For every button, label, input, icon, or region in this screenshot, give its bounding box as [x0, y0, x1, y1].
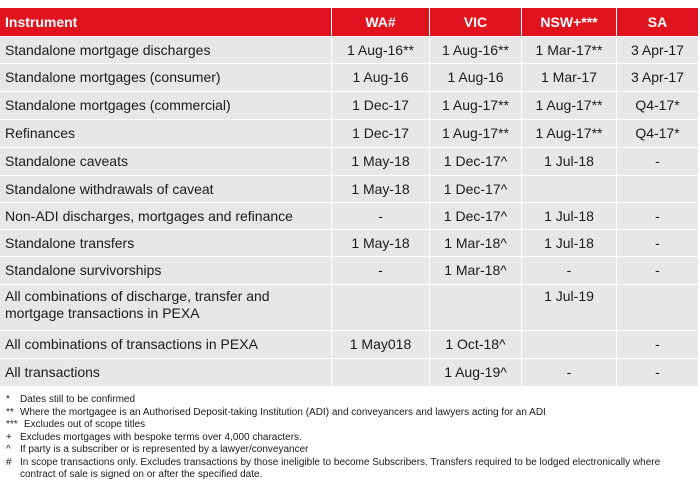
- table-row: All combinations of transactions in PEXA…: [0, 330, 698, 358]
- wa-cell: 1 May018: [332, 330, 430, 358]
- vic-cell: 1 Mar-18^: [430, 229, 522, 256]
- instrument-cell: Standalone mortgages (consumer): [0, 63, 332, 91]
- table-row: Standalone survivorships - 1 Mar-18^ - -: [0, 256, 698, 284]
- wa-cell: 1 May-18: [332, 147, 430, 175]
- sa-cell: -: [617, 256, 698, 284]
- footnote-symbol: +: [6, 431, 12, 443]
- footnote-text: Excludes mortgages with bespoke terms ov…: [20, 431, 302, 443]
- vic-cell: [430, 284, 522, 330]
- footnote: * Dates still to be confirmed: [6, 394, 696, 407]
- header-nsw: NSW+***: [522, 8, 617, 36]
- vic-cell: 1 Dec-17^: [430, 202, 522, 229]
- vic-cell: 1 Aug-19^: [430, 358, 522, 386]
- header-wa: WA#: [332, 8, 430, 36]
- vic-cell: 1 Aug-17**: [430, 119, 522, 147]
- vic-cell: 1 Aug-16: [430, 63, 522, 91]
- vic-cell: 1 Aug-17**: [430, 91, 522, 119]
- wa-cell: 1 Dec-17: [332, 119, 430, 147]
- nsw-cell: -: [522, 256, 617, 284]
- wa-cell: 1 Aug-16: [332, 63, 430, 91]
- sa-cell: -: [617, 330, 698, 358]
- footnote: *** Excludes out of scope titles: [6, 419, 696, 432]
- footnote: ^ If party is a subscriber or is represe…: [6, 444, 696, 457]
- sa-cell: -: [617, 229, 698, 256]
- table-row: Standalone mortgages (commercial) 1 Dec-…: [0, 91, 698, 119]
- table-row: Standalone mortgage discharges 1 Aug-16*…: [0, 36, 698, 63]
- header-instrument: Instrument: [0, 8, 332, 36]
- instrument-cell: Standalone mortgage discharges: [0, 36, 332, 63]
- sa-cell: -: [617, 358, 698, 386]
- footnote-symbol: ^: [6, 444, 11, 455]
- instrument-cell: Standalone survivorships: [0, 256, 332, 284]
- table-row: Standalone caveats 1 May-18 1 Dec-17^ 1 …: [0, 147, 698, 175]
- vic-cell: 1 Dec-17^: [430, 175, 522, 202]
- wa-cell: [332, 358, 430, 386]
- footnote: # In scope transactions only. Excludes t…: [6, 457, 696, 482]
- instrument-cell: Standalone caveats: [0, 147, 332, 175]
- nsw-cell: 1 Mar-17**: [522, 36, 617, 63]
- table-row: Standalone transfers 1 May-18 1 Mar-18^ …: [0, 229, 698, 256]
- sa-cell: [617, 284, 698, 330]
- table-row: Standalone withdrawals of caveat 1 May-1…: [0, 175, 698, 202]
- instrument-cell: All combinations of discharge, transfer …: [0, 284, 332, 330]
- vic-cell: 1 Oct-18^: [430, 330, 522, 358]
- wa-cell: [332, 284, 430, 330]
- sa-cell: [617, 175, 698, 202]
- sa-cell: Q4-17*: [617, 119, 698, 147]
- sa-cell: -: [617, 202, 698, 229]
- wa-cell: 1 May-18: [332, 175, 430, 202]
- nsw-cell: -: [522, 358, 617, 386]
- sa-cell: -: [617, 147, 698, 175]
- sa-cell: Q4-17*: [617, 91, 698, 119]
- table-row: Standalone mortgages (consumer) 1 Aug-16…: [0, 63, 698, 91]
- table-row: All transactions 1 Aug-19^ - -: [0, 358, 698, 386]
- nsw-cell: 1 Jul-18: [522, 202, 617, 229]
- nsw-cell: [522, 330, 617, 358]
- footnote: ** Where the mortgagee is an Authorised …: [6, 407, 696, 420]
- wa-cell: 1 May-18: [332, 229, 430, 256]
- nsw-cell: 1 Aug-17**: [522, 119, 617, 147]
- footnote-symbol: ***: [6, 419, 18, 430]
- footnote: + Excludes mortgages with bespoke terms …: [6, 432, 696, 445]
- nsw-cell: [522, 175, 617, 202]
- sa-cell: 3 Apr-17: [617, 63, 698, 91]
- instrument-cell: Standalone mortgages (commercial): [0, 91, 332, 119]
- footnote-text: Where the mortgagee is an Authorised Dep…: [20, 406, 546, 418]
- vic-cell: 1 Dec-17^: [430, 147, 522, 175]
- instrument-cell: All combinations of transactions in PEXA: [0, 330, 332, 358]
- footnote-symbol: **: [6, 406, 14, 418]
- nsw-cell: 1 Jul-18: [522, 147, 617, 175]
- nsw-cell: 1 Jul-19: [522, 284, 617, 330]
- table-row: All combinations of discharge, transfer …: [0, 284, 698, 330]
- wa-cell: 1 Aug-16**: [332, 36, 430, 63]
- instrument-cell: All transactions: [0, 358, 332, 386]
- header-row: Instrument WA# VIC NSW+*** SA: [0, 8, 698, 36]
- footnote-symbol: #: [6, 456, 12, 468]
- table-row: Refinances 1 Dec-17 1 Aug-17** 1 Aug-17*…: [0, 119, 698, 147]
- vic-cell: 1 Mar-18^: [430, 256, 522, 284]
- footnote-text: In scope transactions only. Excludes tra…: [20, 456, 661, 481]
- footnote-text: Dates still to be confirmed: [20, 394, 136, 405]
- header-sa: SA: [617, 8, 698, 36]
- instrument-cell: Standalone withdrawals of caveat: [0, 175, 332, 202]
- footnote-text: Excludes out of scope titles: [24, 419, 146, 430]
- wa-cell: -: [332, 202, 430, 229]
- instrument-cell: Non-ADI discharges, mortgages and refina…: [0, 202, 332, 229]
- nsw-cell: 1 Mar-17: [522, 63, 617, 91]
- wa-cell: 1 Dec-17: [332, 91, 430, 119]
- header-vic: VIC: [430, 8, 522, 36]
- instrument-cell: Standalone transfers: [0, 229, 332, 256]
- instrument-cell: Refinances: [0, 119, 332, 147]
- footnote-symbol: *: [6, 394, 10, 405]
- nsw-cell: 1 Aug-17**: [522, 91, 617, 119]
- rollout-table: Instrument WA# VIC NSW+*** SA Standalone…: [0, 8, 698, 386]
- footnote-text: If party is a subscriber or is represent…: [20, 444, 309, 455]
- table-row: Non-ADI discharges, mortgages and refina…: [0, 202, 698, 229]
- vic-cell: 1 Aug-16**: [430, 36, 522, 63]
- nsw-cell: 1 Jul-18: [522, 229, 617, 256]
- sa-cell: 3 Apr-17: [617, 36, 698, 63]
- wa-cell: -: [332, 256, 430, 284]
- footnotes: * Dates still to be confirmed ** Where t…: [6, 394, 696, 482]
